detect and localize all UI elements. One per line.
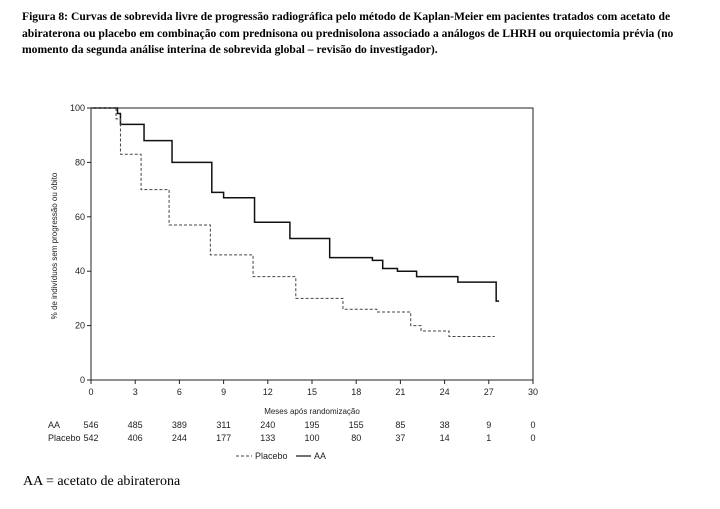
risk-count: 0: [530, 433, 535, 443]
chart-axes: [90, 107, 534, 381]
x-tick-label: 24: [440, 387, 450, 397]
risk-count: 406: [128, 433, 143, 443]
x-tick-label: 21: [395, 387, 405, 397]
x-tick-label: 18: [351, 387, 361, 397]
risk-count: 177: [216, 433, 231, 443]
y-axis-label: % de indivíduos sem progressão ou óbito: [50, 172, 59, 319]
y-tick-label: 60: [75, 212, 85, 222]
risk-count: 240: [260, 420, 275, 430]
risk-count: 244: [172, 433, 187, 443]
x-tick-label: 30: [528, 387, 538, 397]
risk-count: 38: [440, 420, 450, 430]
risk-row-label: AA: [48, 420, 60, 430]
series-aa-curve: [91, 107, 500, 302]
risk-count: 14: [440, 433, 450, 443]
x-tick-label: 9: [221, 387, 226, 397]
series-placebo-curve: [91, 107, 495, 337]
risk-count: 133: [260, 433, 275, 443]
risk-count: 155: [349, 420, 364, 430]
risk-count: 37: [395, 433, 405, 443]
risk-count: 195: [304, 420, 319, 430]
chart-legend: Placebo AA: [236, 451, 326, 461]
x-axis-label: Meses após randomização: [264, 407, 360, 416]
risk-count: 485: [128, 420, 143, 430]
x-tick-label: 15: [307, 387, 317, 397]
x-tick-label: 6: [177, 387, 182, 397]
footnote: AA = acetato de abiraterona: [23, 474, 181, 489]
risk-count: 546: [83, 420, 98, 430]
y-tick-label: 20: [75, 321, 85, 331]
risk-count: 9: [486, 420, 491, 430]
risk-count: 311: [216, 420, 230, 430]
x-tick-label: 3: [133, 387, 138, 397]
risk-count: 1: [486, 433, 491, 443]
legend-label-placebo: Placebo: [255, 451, 288, 461]
risk-count: 80: [351, 433, 361, 443]
chart-ticks: 0 20 40 60 80 100 0 3 6 9 12 15 18 21 24 27 30: [70, 103, 538, 397]
x-tick-label: 0: [88, 387, 93, 397]
y-tick-label: 40: [75, 266, 85, 276]
survival-curves: [91, 107, 500, 337]
y-tick-label: 0: [80, 375, 85, 385]
risk-count: 389: [172, 420, 187, 430]
plot-frame: [90, 107, 534, 381]
risk-row-label: Placebo: [48, 433, 81, 443]
risk-count: 542: [83, 433, 98, 443]
x-tick-label: 12: [263, 387, 273, 397]
y-tick-label: 100: [70, 103, 85, 113]
x-tick-label: 27: [484, 387, 494, 397]
risk-count: 100: [304, 433, 319, 443]
legend-label-aa: AA: [314, 451, 326, 461]
risk-count: 85: [395, 420, 405, 430]
figure-caption: Figura 8: Curvas de sobrevida livre de p…: [22, 10, 674, 56]
y-tick-label: 80: [75, 157, 85, 167]
risk-count: 0: [530, 420, 535, 430]
